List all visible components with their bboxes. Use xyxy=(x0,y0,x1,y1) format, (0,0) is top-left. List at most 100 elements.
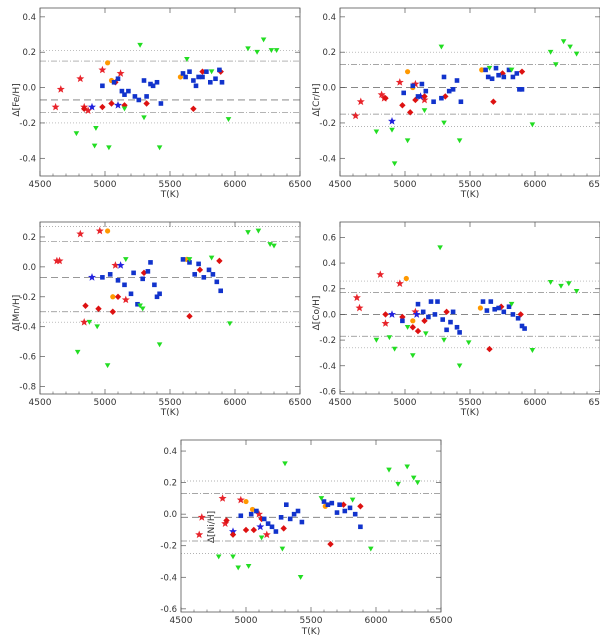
data-point-blue-squares xyxy=(192,272,197,277)
data-point-blue-squares xyxy=(180,257,186,262)
panel-cr-h: Δ[Cr/H] T(K) 4500 5000 5500 6000 6500 0.4 0.2 0… xyxy=(312,7,600,200)
data-point-blue-squares xyxy=(325,502,331,507)
data-point-blue-squares xyxy=(432,312,438,317)
y-tick-label: 0.0 xyxy=(163,510,177,520)
data-point-green-triangles xyxy=(137,42,143,48)
data-point-blue-squares xyxy=(291,511,297,517)
data-point-red-diamonds xyxy=(108,100,115,107)
x-tick-label: 5000 xyxy=(94,398,117,408)
y-tick-label: 0.2 xyxy=(163,479,177,489)
data-point-blue-squares xyxy=(206,267,212,273)
data-point-green-triangles xyxy=(404,138,411,144)
data-point-blue-squares xyxy=(284,502,289,507)
data-point-green-triangles xyxy=(410,475,417,481)
data-point-blue-squares xyxy=(401,90,406,96)
data-point-blue-squares xyxy=(501,74,507,80)
data-point-green-triangles xyxy=(215,554,222,560)
panel-co-ylabel: Δ[Co/H] xyxy=(312,296,322,331)
data-point-blue-squares xyxy=(431,99,436,105)
data-point-orange-dots xyxy=(105,228,111,234)
data-point-blue-squares xyxy=(510,74,516,80)
x-tick-label: 5500 xyxy=(459,398,482,408)
data-point-green-triangles xyxy=(386,467,392,473)
data-point-red-stars xyxy=(381,319,390,327)
x-tick-label: 6000 xyxy=(224,398,247,408)
data-point-orange-dots xyxy=(243,498,249,505)
data-point-green-triangles xyxy=(547,280,554,285)
data-point-green-triangles xyxy=(91,143,98,149)
data-point-blue-squares xyxy=(334,510,340,515)
data-point-red-diamonds xyxy=(280,525,287,532)
data-point-green-triangles xyxy=(139,306,146,312)
data-point-red-diamonds xyxy=(190,105,197,112)
data-point-green-triangles xyxy=(208,255,215,261)
data-point-red-stars xyxy=(218,494,227,502)
x-tick-label: 5500 xyxy=(300,616,323,626)
data-point-blue-squares xyxy=(122,92,127,97)
data-point-red-diamonds xyxy=(490,98,497,105)
panel-ni-h: Δ[Ni/H] T(K) 4500 5000 5500 6000 6500 0.4 0.2 0… xyxy=(160,439,453,637)
data-point-blue-squares xyxy=(492,306,497,312)
series-blue-squares xyxy=(100,67,225,106)
data-point-blue-squares xyxy=(158,101,164,106)
panel-fe-xlabel: T(K) xyxy=(160,190,179,200)
y-tick-label: -0.2 xyxy=(19,119,36,129)
data-point-green-triangles xyxy=(279,546,286,552)
data-point-blue-squares xyxy=(441,74,447,80)
series-green-triangles xyxy=(73,37,280,151)
data-point-red-stars xyxy=(95,226,104,235)
data-point-green-triangles xyxy=(106,145,112,151)
data-point-blue-squares xyxy=(217,67,222,73)
data-point-blue-squares xyxy=(115,278,121,283)
data-point-blue-squares xyxy=(400,318,405,324)
data-point-green-triangles xyxy=(437,245,443,251)
data-point-green-triangles xyxy=(560,39,567,45)
panel-ni-ylabel: Δ[Ni/H] xyxy=(207,511,217,543)
data-point-red-stars xyxy=(377,90,386,99)
y-tick-label: 0.0 xyxy=(22,84,36,94)
series-red-diamonds xyxy=(382,303,524,353)
y-tick-label: -0.2 xyxy=(160,542,177,552)
series-blue-stars xyxy=(88,261,125,281)
y-tick-label: -0.4 xyxy=(319,154,336,164)
data-point-green-triangles xyxy=(573,51,580,57)
data-point-blue-squares xyxy=(483,67,488,73)
data-point-blue-squares xyxy=(213,76,218,82)
data-point-blue-squares xyxy=(208,79,213,85)
data-point-green-triangles xyxy=(373,337,380,343)
data-point-blue-stars xyxy=(388,116,396,125)
data-point-green-triangles xyxy=(137,303,143,309)
data-point-red-diamonds xyxy=(250,526,257,534)
data-point-green-triangles xyxy=(456,363,463,369)
data-point-red-diamonds xyxy=(216,257,223,265)
data-point-red-diamonds xyxy=(99,103,106,111)
data-point-green-triangles xyxy=(271,243,277,249)
data-point-green-triangles xyxy=(414,480,421,486)
data-point-blue-squares xyxy=(265,521,271,526)
data-point-blue-squares xyxy=(218,288,223,294)
y-tick-label: 0.0 xyxy=(22,263,36,273)
data-point-green-triangles xyxy=(123,257,129,262)
data-point-blue-stars xyxy=(412,310,421,318)
data-point-blue-stars xyxy=(416,92,425,100)
series-green-triangles xyxy=(215,461,421,580)
data-point-blue-squares xyxy=(196,261,201,267)
data-point-green-triangles xyxy=(184,56,190,62)
data-point-red-diamonds xyxy=(109,308,116,315)
series-blue-squares xyxy=(238,499,363,534)
data-point-blue-squares xyxy=(219,79,225,85)
data-point-blue-squares xyxy=(273,529,279,534)
data-point-red-stars xyxy=(411,307,420,316)
data-point-red-diamonds xyxy=(382,311,389,318)
data-point-blue-squares xyxy=(180,71,186,76)
y-tick-label: -0.4 xyxy=(160,573,177,583)
data-point-red-diamonds xyxy=(443,308,450,316)
y-tick-label: 0.4 xyxy=(322,13,336,23)
data-point-red-diamonds xyxy=(486,345,493,353)
data-point-green-triangles xyxy=(389,127,395,133)
data-point-blue-squares xyxy=(519,87,525,92)
data-point-blue-squares xyxy=(122,282,127,288)
data-point-green-triangles xyxy=(423,331,429,337)
data-point-red-diamonds xyxy=(229,531,237,538)
